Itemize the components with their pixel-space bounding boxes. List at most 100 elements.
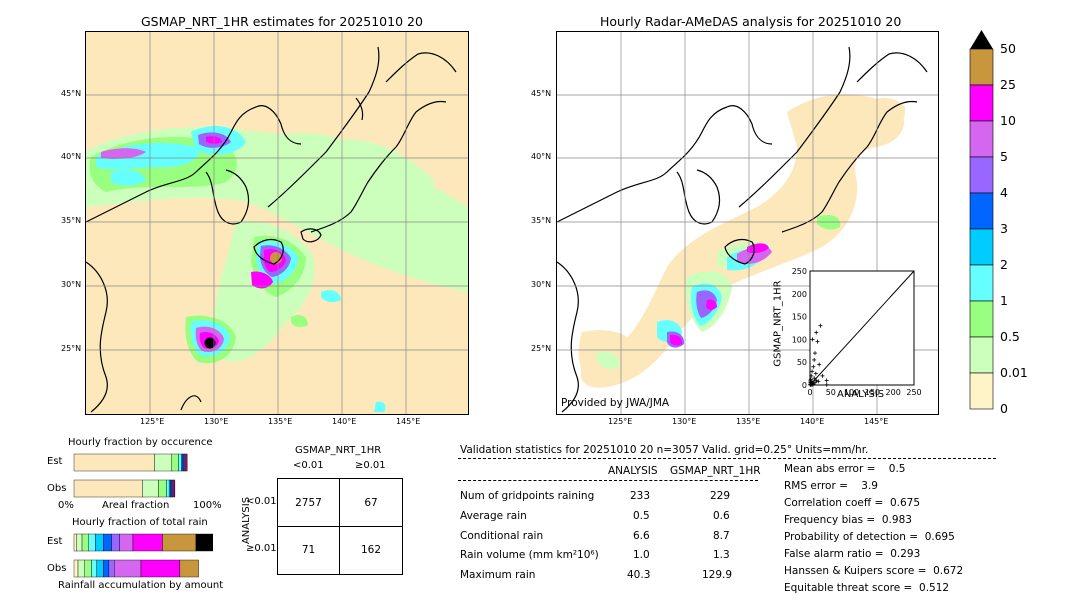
contingency-grid: 2757 67 71 162	[277, 478, 403, 575]
total-rain-obs-label: Obs	[47, 563, 67, 574]
colorbar-segment	[969, 300, 994, 338]
scatter-point	[815, 339, 820, 344]
left-graticule	[86, 32, 468, 414]
colorbar-segment	[969, 120, 994, 158]
bar-segment	[119, 533, 134, 552]
scatter-point	[816, 379, 821, 384]
scatter-y-tick: 200	[792, 290, 807, 299]
bar-segment	[154, 453, 173, 472]
validation-header-rule	[458, 480, 758, 481]
left-lon-label-135: 135°E	[268, 417, 293, 426]
colorbar-tick-label: 1	[1000, 293, 1008, 308]
bar-segment	[170, 479, 173, 498]
left-map	[85, 31, 469, 415]
contingency-cell-00: 2757	[295, 497, 322, 509]
right-lat-label-45: 45°N	[531, 89, 552, 98]
bar-segment	[182, 453, 185, 472]
bar-segment	[162, 533, 197, 552]
colorbar-segment	[969, 264, 994, 302]
bar-segment	[103, 533, 112, 552]
scatter-x-tick: 150	[865, 388, 880, 397]
left-lon-label-125: 125°E	[140, 417, 165, 426]
occurrence-tick-0: 0%	[58, 500, 74, 511]
contingency-header: GSMAP_NRT_1HR	[295, 445, 382, 456]
occurrence-obs-label: Obs	[47, 483, 67, 494]
occurrence-bars	[73, 453, 188, 498]
left-lat-label-35: 35°N	[61, 216, 82, 225]
scatter-point	[810, 337, 815, 342]
colorbar-segment	[969, 84, 994, 122]
row-value-gridpoints-analysis: 233	[630, 490, 651, 502]
total-rain-bars	[73, 533, 213, 578]
validation-title-rule	[458, 458, 996, 459]
right-lat-label-40: 40°N	[531, 152, 552, 161]
contingency-cell-01: 67	[364, 497, 378, 509]
total-rain-xlabel: Rainfall accumulation by amount	[58, 580, 224, 591]
score-ets: Equitable threat score = 0.512	[784, 582, 950, 594]
right-lon-label-130: 130°E	[672, 417, 697, 426]
scatter-point	[820, 373, 825, 378]
colorbar-tick-label: 0.01	[1000, 365, 1028, 380]
row-value-conditional-gsmap: 8.7	[713, 530, 730, 542]
score-rmse: RMS error = 3.9	[784, 480, 878, 492]
contingency-cell-10: 71	[301, 544, 316, 556]
contingency-row-label-0: <0.01	[246, 496, 277, 507]
occurrence-tick-100: 100%	[193, 500, 222, 511]
bar-segment	[132, 533, 163, 552]
scatter-point	[814, 330, 819, 335]
contingency-hline	[278, 526, 402, 527]
bar-segment	[91, 559, 97, 578]
colorbar-segment	[969, 48, 994, 86]
score-hk: Hanssen & Kuipers score = 0.672	[784, 565, 964, 577]
colorbar-segment	[969, 372, 994, 410]
validation-col-gsmap: GSMAP_NRT_1HR	[670, 465, 761, 477]
scatter-point	[817, 362, 822, 367]
right-lat-label-35: 35°N	[531, 216, 552, 225]
bar-segment	[108, 559, 115, 578]
right-rain-areas	[597, 215, 841, 370]
colorbar	[969, 30, 994, 410]
scatter-point	[810, 382, 815, 387]
bar-segment	[140, 559, 181, 578]
row-label-average: Average rain	[460, 510, 527, 522]
scatter-x-tick: 50	[826, 388, 836, 397]
colorbar-tick-label: 0.5	[1000, 329, 1020, 344]
row-value-maximum-analysis: 40.3	[627, 569, 651, 581]
colorbar-tick-label: 5	[1000, 149, 1008, 164]
score-correlation: Correlation coeff = 0.675	[784, 497, 920, 509]
right-lat-label-30: 30°N	[531, 280, 552, 289]
right-lon-label-125: 125°E	[608, 417, 633, 426]
right-lon-label-135: 135°E	[736, 417, 761, 426]
left-coastlines	[86, 46, 457, 413]
row-value-conditional-analysis: 6.6	[633, 530, 650, 542]
right-lon-label-145: 145°E	[864, 417, 889, 426]
scatter-point	[810, 382, 815, 387]
scatter-xlabel: ANALYSIS	[837, 389, 885, 400]
row-label-volume: Rain volume (mm km²10⁶)	[460, 549, 599, 561]
scatter-x-tick: 0	[807, 388, 812, 397]
score-pod: Probability of detection = 0.695	[784, 531, 955, 543]
row-value-maximum-gsmap: 129.9	[702, 569, 733, 581]
bar-segment	[76, 533, 83, 552]
validation-col-analysis: ANALYSIS	[608, 465, 658, 477]
total-rain-est-label: Est	[47, 536, 63, 547]
left-map-title: GSMAP_NRT_1HR estimates for 20251010 20	[141, 14, 423, 29]
bar-segment	[158, 479, 167, 498]
right-map-canvas	[557, 32, 938, 414]
bar-segment	[186, 453, 188, 472]
bar-segment	[171, 453, 179, 472]
scatter-ylabel: GSMAP_NRT_1HR	[772, 280, 784, 367]
colorbar-segment	[969, 156, 994, 194]
row-value-average-gsmap: 0.6	[713, 510, 730, 522]
scatter-point	[808, 378, 813, 383]
scatter-point	[812, 376, 817, 381]
bar-segment	[95, 533, 104, 552]
scatter-point	[811, 364, 816, 369]
left-lon-label-145: 145°E	[396, 417, 421, 426]
colorbar-segment	[969, 228, 994, 266]
scatter-point	[810, 369, 815, 374]
contingency-col-label-1: ≥0.01	[355, 460, 386, 471]
right-lat-label-25: 25°N	[531, 344, 552, 353]
bar-segment	[195, 533, 213, 552]
left-map-canvas	[86, 32, 468, 414]
